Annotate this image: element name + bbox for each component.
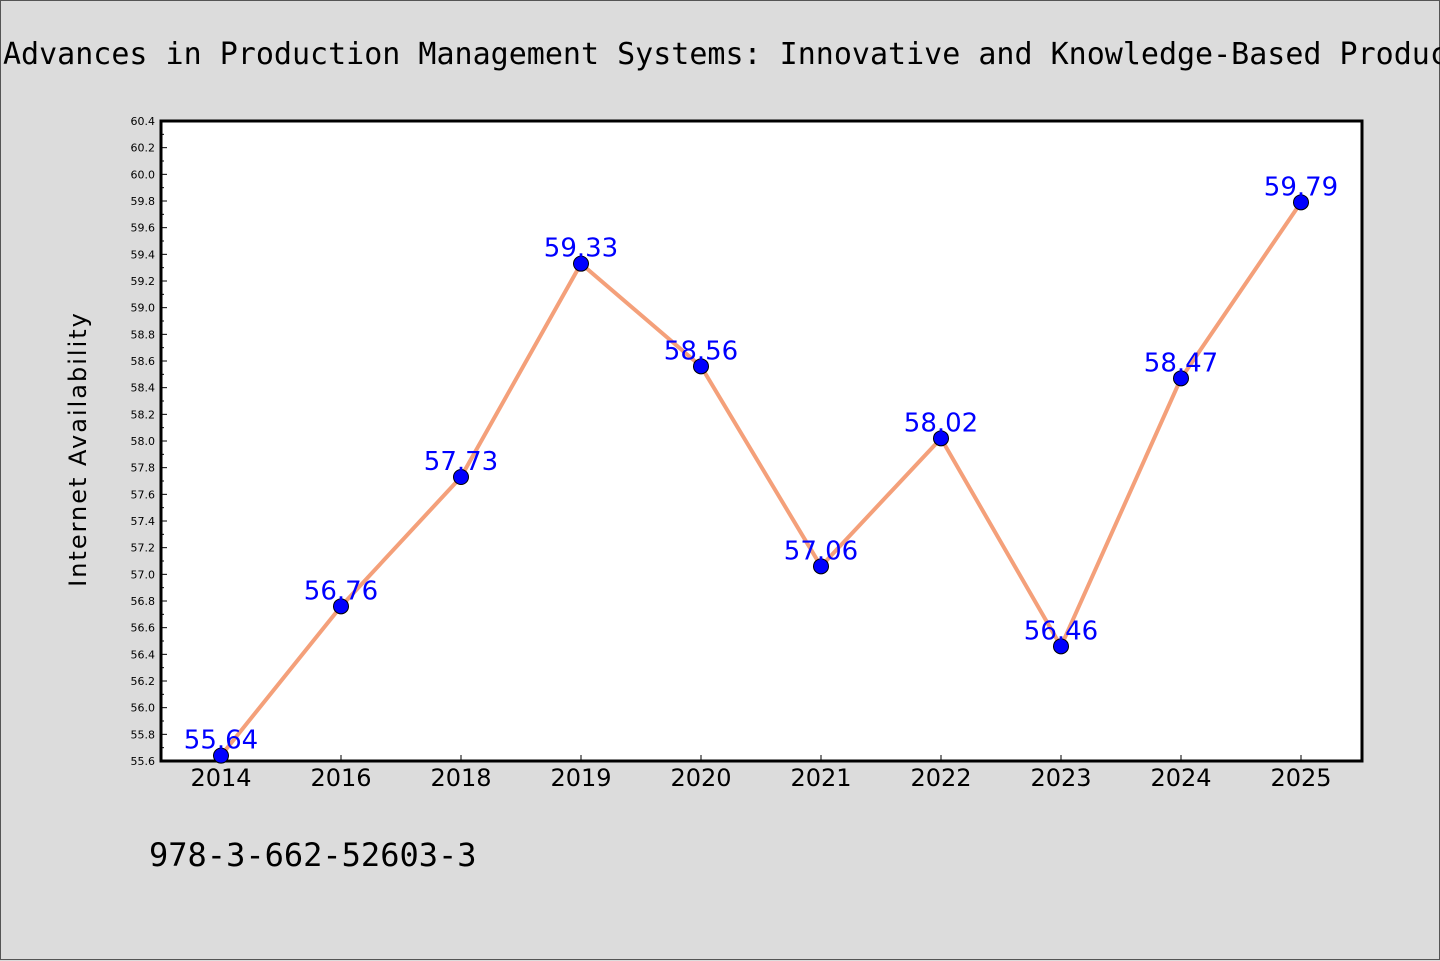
- series-line: [219, 201, 1303, 757]
- data-labels-group: 55.64 56.76 57.73 59.33 58.56 57.06 58.02 56.46…: [184, 172, 1338, 755]
- y-tick-label: 58.2: [131, 408, 156, 421]
- data-point-marker: [213, 747, 229, 764]
- data-point-marker: [333, 598, 349, 615]
- y-tick-label: 59.8: [131, 195, 156, 208]
- isbn-footer: 978-3-662-52603-3: [149, 836, 477, 874]
- y-tick-label: 56.8: [131, 595, 156, 608]
- plot-area: [159, 119, 1364, 763]
- data-point-label: 58.56: [664, 336, 738, 366]
- series-markers-group: [213, 194, 1309, 764]
- data-point-marker: [693, 358, 709, 375]
- y-tick-label: 60.2: [131, 142, 156, 155]
- data-point-marker: [813, 558, 829, 575]
- y-tick-label: 58.6: [131, 355, 156, 368]
- data-point-marker: [573, 255, 589, 272]
- data-point-label: 59.33: [544, 234, 618, 264]
- y-tick-label: 56.0: [131, 702, 156, 715]
- x-tick-label: 2019: [550, 764, 611, 792]
- y-tick-label: 59.0: [131, 302, 156, 315]
- x-tick-label: 2024: [1150, 764, 1211, 792]
- data-point-label: 56.46: [1024, 616, 1098, 646]
- data-point-label: 57.73: [424, 447, 498, 477]
- y-tick-label: 59.2: [131, 275, 156, 288]
- y-tick-label: 55.6: [131, 755, 156, 768]
- y-tick-label: 55.8: [131, 728, 156, 741]
- x-tick-label: 2020: [670, 764, 731, 792]
- y-tick-label: 60.0: [131, 168, 156, 181]
- y-tick-label: 59.4: [131, 248, 156, 261]
- data-point-marker: [933, 430, 949, 447]
- y-tick-label: 57.4: [131, 515, 156, 528]
- x-axis-ticks: 2014 2016 2018 2019 2020 2021 2022 2023 2024 2025: [190, 755, 1332, 792]
- x-tick-label: 2018: [430, 764, 491, 792]
- y-tick-label: 58.8: [131, 328, 156, 341]
- y-tick-label: 57.6: [131, 488, 156, 501]
- y-tick-label: 58.0: [131, 435, 156, 448]
- y-tick-label: 56.4: [131, 648, 156, 661]
- y-tick-label: 57.8: [131, 462, 156, 475]
- x-tick-label: 2023: [1030, 764, 1091, 792]
- data-point-marker: [1173, 370, 1189, 387]
- x-tick-label: 2016: [310, 764, 371, 792]
- x-tick-label: 2014: [190, 764, 251, 792]
- data-point-marker: [1293, 194, 1309, 211]
- series-line-group: [219, 201, 1303, 757]
- y-axis-ticks: 55.6 55.8 56.0 56.2 56.4 56.6 56.8 57.0 57.2 57.4…: [131, 115, 167, 768]
- x-tick-label: 2025: [1270, 764, 1331, 792]
- x-tick-label: 2022: [910, 764, 971, 792]
- data-point-label: 58.47: [1144, 348, 1218, 378]
- data-point-label: 57.06: [784, 536, 858, 566]
- y-tick-label: 60.4: [131, 115, 156, 128]
- chart-title: Advances in Production Management System…: [3, 37, 1440, 72]
- x-tick-label: 2021: [790, 764, 851, 792]
- data-point-marker: [1053, 638, 1069, 655]
- y-tick-label: 58.4: [131, 382, 156, 395]
- data-point-label: 59.79: [1264, 172, 1338, 202]
- y-tick-label: 56.2: [131, 675, 156, 688]
- y-tick-label: 57.2: [131, 542, 156, 555]
- data-point-label: 55.64: [184, 726, 258, 756]
- data-point-marker: [453, 469, 469, 485]
- y-tick-label: 56.6: [131, 622, 156, 635]
- data-point-label: 56.76: [304, 576, 378, 606]
- y-tick-label: 57.0: [131, 568, 156, 581]
- y-tick-label: 59.6: [131, 222, 156, 235]
- y-axis-label: Internet Availability: [64, 311, 92, 587]
- data-point-label: 58.02: [904, 408, 978, 438]
